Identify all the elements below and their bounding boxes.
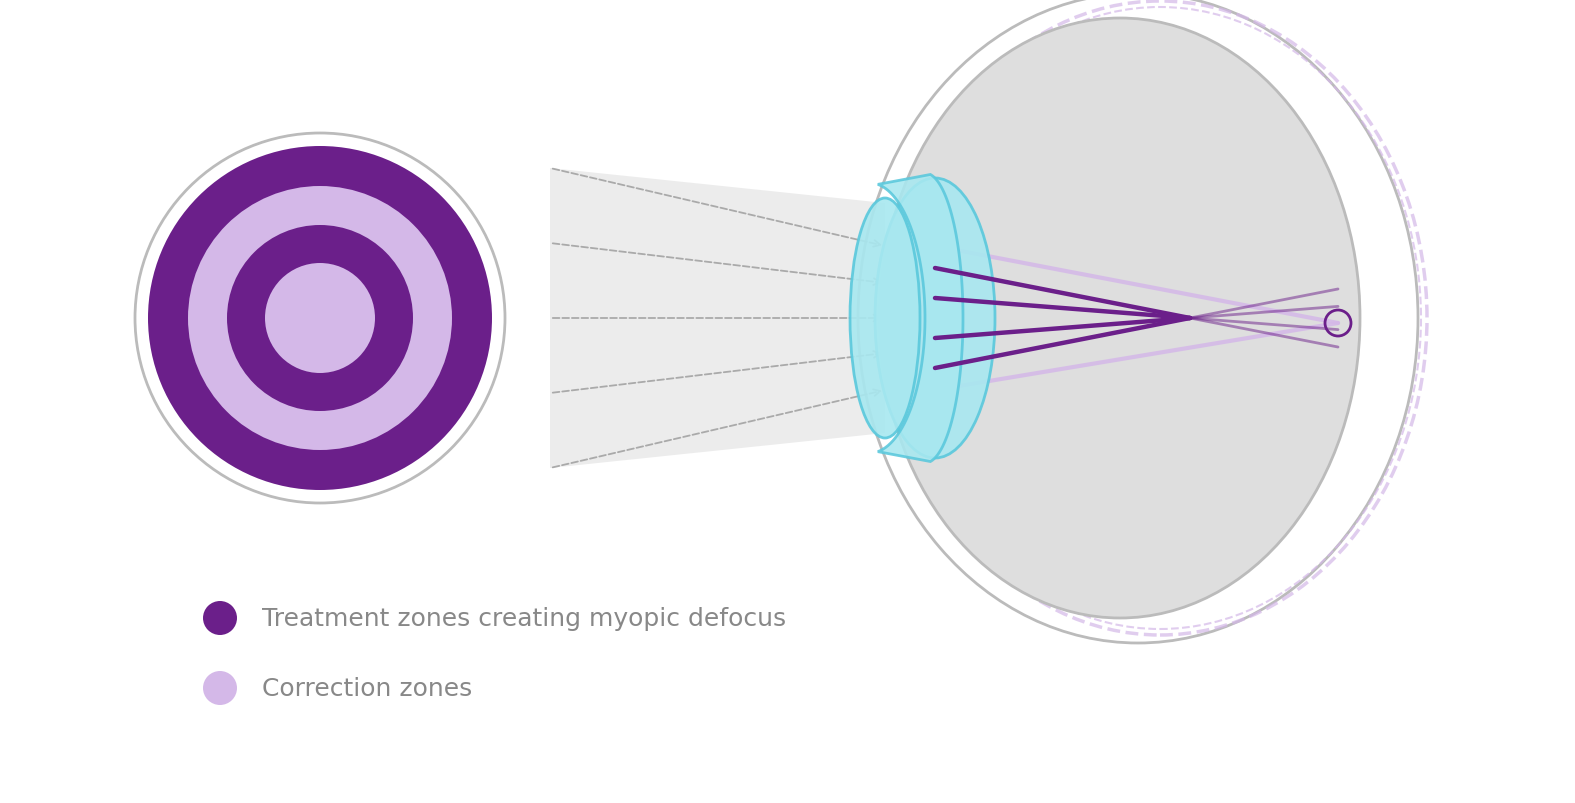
Ellipse shape [880, 19, 1359, 618]
Circle shape [203, 671, 236, 705]
Polygon shape [877, 175, 962, 462]
Circle shape [187, 187, 452, 450]
Circle shape [298, 296, 342, 340]
Circle shape [227, 226, 413, 411]
Circle shape [265, 263, 375, 373]
Ellipse shape [850, 199, 920, 438]
Text: Correction zones: Correction zones [261, 676, 472, 700]
Circle shape [135, 134, 506, 503]
Ellipse shape [876, 179, 995, 459]
Circle shape [203, 601, 236, 635]
Circle shape [148, 147, 491, 491]
Polygon shape [550, 169, 885, 468]
Text: Treatment zones creating myopic defocus: Treatment zones creating myopic defocus [261, 606, 786, 630]
